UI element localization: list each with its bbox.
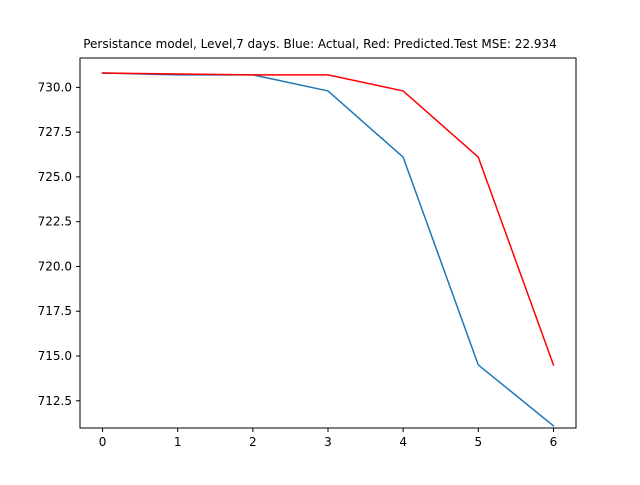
series-layer xyxy=(101,72,555,427)
y-tick-label: 722.5 xyxy=(38,215,72,229)
x-axis: 0 1 2 3 4 5 6 xyxy=(99,428,558,449)
y-tick-label: 712.5 xyxy=(38,394,72,408)
x-tick-label: 5 xyxy=(474,435,482,449)
x-tick-label: 4 xyxy=(399,435,407,449)
y-tick-label: 730.0 xyxy=(38,80,72,94)
series-line-predicted xyxy=(101,72,555,366)
series-line-actual xyxy=(101,72,555,427)
chart-title: Persistance model, Level,7 days. Blue: A… xyxy=(83,37,557,51)
y-tick-label: 720.0 xyxy=(38,259,72,273)
y-axis: 712.5 715.0 717.5 720.0 722.5 725.0 727.5 730.0 xyxy=(38,80,80,408)
x-tick-label: 0 xyxy=(99,435,107,449)
plot-frame xyxy=(79,57,577,429)
y-tick-label: 725.0 xyxy=(38,170,72,184)
x-tick-label: 2 xyxy=(249,435,257,449)
x-tick-label: 1 xyxy=(174,435,182,449)
y-tick-label: 717.5 xyxy=(38,304,72,318)
y-tick-label: 727.5 xyxy=(38,125,72,139)
x-tick-label: 3 xyxy=(324,435,332,449)
x-tick-label: 6 xyxy=(550,435,558,449)
y-tick-label: 715.0 xyxy=(38,349,72,363)
